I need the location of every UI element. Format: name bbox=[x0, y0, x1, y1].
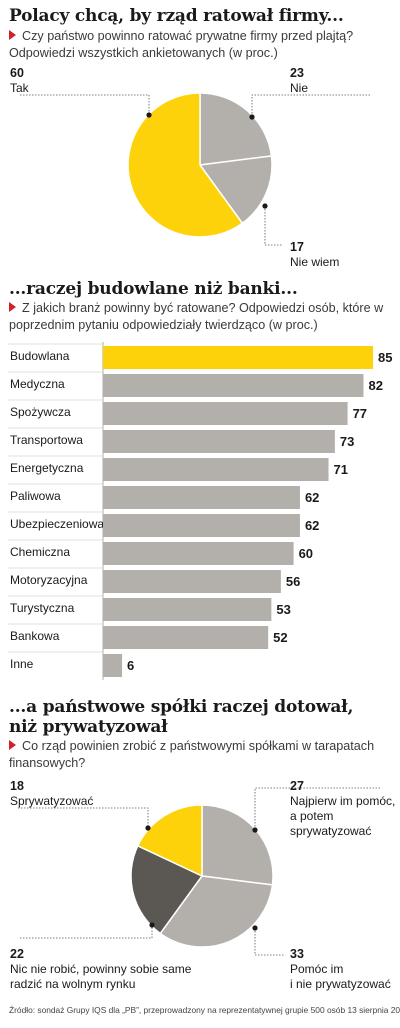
red-triangle-icon bbox=[9, 740, 16, 750]
bar-label-medyczna: Medyczna bbox=[10, 377, 65, 391]
chart1-subtitle-text: Czy państwo powinno ratować prywatne fir… bbox=[9, 29, 354, 60]
pie1-slice-nie-wiem bbox=[198, 155, 273, 225]
bar-label-motoryzacyjna: Motoryzacyjna bbox=[10, 573, 88, 587]
bar-energetyczna bbox=[103, 458, 329, 481]
source-note: Źródło: sondaż Grupy IQS dla „PB”, przep… bbox=[9, 1005, 400, 1015]
pie1-label-niewiem-text: Nie wiem bbox=[290, 255, 340, 269]
pie1-leader-niewiem bbox=[262, 203, 283, 246]
pie1-label-tak: 60 Tak bbox=[10, 66, 29, 96]
bar-label-chemiczna: Chemiczna bbox=[10, 545, 70, 559]
pie3-label-pomoc: 33 Pomóc im i nie prywatyzować bbox=[290, 947, 391, 992]
bar-label-bankowa: Bankowa bbox=[10, 629, 60, 643]
bar-label-paliwowa: Paliwowa bbox=[10, 489, 61, 503]
chart2-subtitle-text: Z jakich branż powinny być ratowane? Odp… bbox=[9, 301, 384, 332]
bar-label-transportowa: Transportowa bbox=[10, 433, 83, 447]
pie3-leader-nic bbox=[20, 922, 155, 939]
bar-label-ubezpieczeniowa: Ubezpieczeniowa bbox=[10, 517, 104, 531]
bar-paliwowa bbox=[103, 486, 300, 509]
pie3-label-nic-line1: Nic nie robić, powinny sobie same bbox=[10, 962, 192, 976]
bar-inne bbox=[103, 654, 123, 677]
chart3-title-line1: ...a państwowe spółki raczej dotował, bbox=[9, 697, 354, 717]
bar-transportowa bbox=[103, 430, 335, 453]
bar-value-transportowa: 73 bbox=[340, 434, 354, 449]
pie3-label-nic: 22 Nic nie robić, powinny sobie same rad… bbox=[10, 947, 191, 992]
bar-ubezpieczeniowa bbox=[103, 514, 300, 537]
pie3-label-najpierw-line3: sprywatyzować bbox=[290, 824, 372, 838]
red-triangle-icon bbox=[9, 302, 16, 312]
pie3-label-pomoc-value: 33 bbox=[290, 947, 304, 961]
pie1-slice-tak bbox=[127, 92, 244, 238]
chart1-title: Polacy chcą, by rząd ratował firmy... bbox=[9, 6, 344, 26]
pie3-leader-najpierw bbox=[252, 787, 380, 833]
bar-value-turystyczna: 53 bbox=[276, 602, 290, 617]
bar-value-inne: 6 bbox=[127, 658, 134, 673]
bar-value-ubezpieczeniowa: 62 bbox=[305, 518, 319, 533]
chart3-subtitle: Co rząd powinien zrobić z państwowymi sp… bbox=[9, 738, 394, 772]
pie3-label-najpierw-line1: Najpierw im pomóc, bbox=[290, 794, 396, 808]
bar-medyczna bbox=[103, 374, 364, 397]
pie1-leader-nie bbox=[249, 94, 370, 120]
bar-label-spozywcza: Spożywcza bbox=[10, 405, 71, 419]
bar-value-medyczna: 82 bbox=[368, 378, 382, 393]
pie3-leader-sprywatyzowac bbox=[18, 807, 151, 831]
pie3-label-sprywatyzowac-value: 18 bbox=[10, 779, 24, 793]
bar-value-spozywcza: 77 bbox=[353, 406, 367, 421]
pie3-label-sprywatyzowac: 18 Sprywatyzować bbox=[10, 779, 93, 809]
bar-label-inne: Inne bbox=[10, 657, 34, 671]
chart3-title-line2: niż prywatyzował bbox=[9, 717, 168, 737]
bar-budowlana bbox=[103, 346, 373, 369]
bar-value-budowlana: 85 bbox=[378, 350, 392, 365]
pie3-label-sprywatyzowac-text: Sprywatyzować bbox=[10, 794, 94, 808]
pie1-label-nie: 23 Nie bbox=[290, 66, 308, 96]
pie3-slice-pomoc-im-i-nie-prywatyzowac bbox=[159, 875, 274, 948]
pie1-label-tak-value: 60 bbox=[10, 66, 24, 80]
pie1-label-nie-text: Nie bbox=[290, 81, 309, 95]
bar-spozywcza bbox=[103, 402, 348, 425]
bar-value-bankowa: 52 bbox=[273, 630, 287, 645]
bar-label-energetyczna: Energetyczna bbox=[10, 461, 84, 475]
pie3-leader-pomoc bbox=[252, 925, 285, 956]
bar-chemiczna bbox=[103, 542, 294, 565]
bar-bankowa bbox=[103, 626, 269, 649]
pie3-label-nic-line2: radzić na wolnym rynku bbox=[10, 977, 136, 991]
bar-turystyczna bbox=[103, 598, 272, 621]
bar-value-chemiczna: 60 bbox=[299, 546, 313, 561]
chart1-subtitle: Czy państwo powinno ratować prywatne fir… bbox=[9, 28, 394, 62]
bar-value-motoryzacyjna: 56 bbox=[286, 574, 300, 589]
pie1-slice-nie bbox=[199, 92, 273, 166]
pie3-label-nic-value: 22 bbox=[10, 947, 24, 961]
pie3-label-pomoc-line1: Pomóc im bbox=[290, 962, 344, 976]
bar-label-turystyczna: Turystyczna bbox=[10, 601, 75, 615]
bar-value-energetyczna: 71 bbox=[334, 462, 348, 477]
chart2-subtitle: Z jakich branż powinny być ratowane? Odp… bbox=[9, 300, 394, 334]
pie1-label-niewiem: 17 Nie wiem bbox=[290, 240, 339, 270]
pie1-label-niewiem-value: 17 bbox=[290, 240, 304, 254]
pie3-label-najpierw-line2: a potem bbox=[290, 809, 334, 823]
pie3-label-najpierw-value: 27 bbox=[290, 779, 304, 793]
chart3-subtitle-text: Co rząd powinien zrobić z państwowymi sp… bbox=[9, 739, 375, 770]
pie3-label-pomoc-line2: i nie prywatyzować bbox=[290, 977, 391, 991]
chart2-title: ...raczej budowlane niż banki... bbox=[9, 279, 298, 299]
bar-motoryzacyjna bbox=[103, 570, 281, 593]
pie1-leader-tak bbox=[20, 94, 152, 118]
pie1-label-nie-value: 23 bbox=[290, 66, 304, 80]
pie3-slice-sprywatyzowac bbox=[136, 804, 203, 878]
pie1-label-tak-text: Tak bbox=[10, 81, 29, 95]
bar-label-budowlana: Budowlana bbox=[10, 349, 70, 363]
red-triangle-icon bbox=[9, 30, 16, 40]
pie3-label-najpierw: 27 Najpierw im pomóc, a potem sprywatyzo… bbox=[290, 779, 395, 839]
pie3-slice-najpierw-im-pomoc-a-potem-sprywatyzowac bbox=[201, 804, 274, 886]
bar-value-paliwowa: 62 bbox=[305, 490, 319, 505]
